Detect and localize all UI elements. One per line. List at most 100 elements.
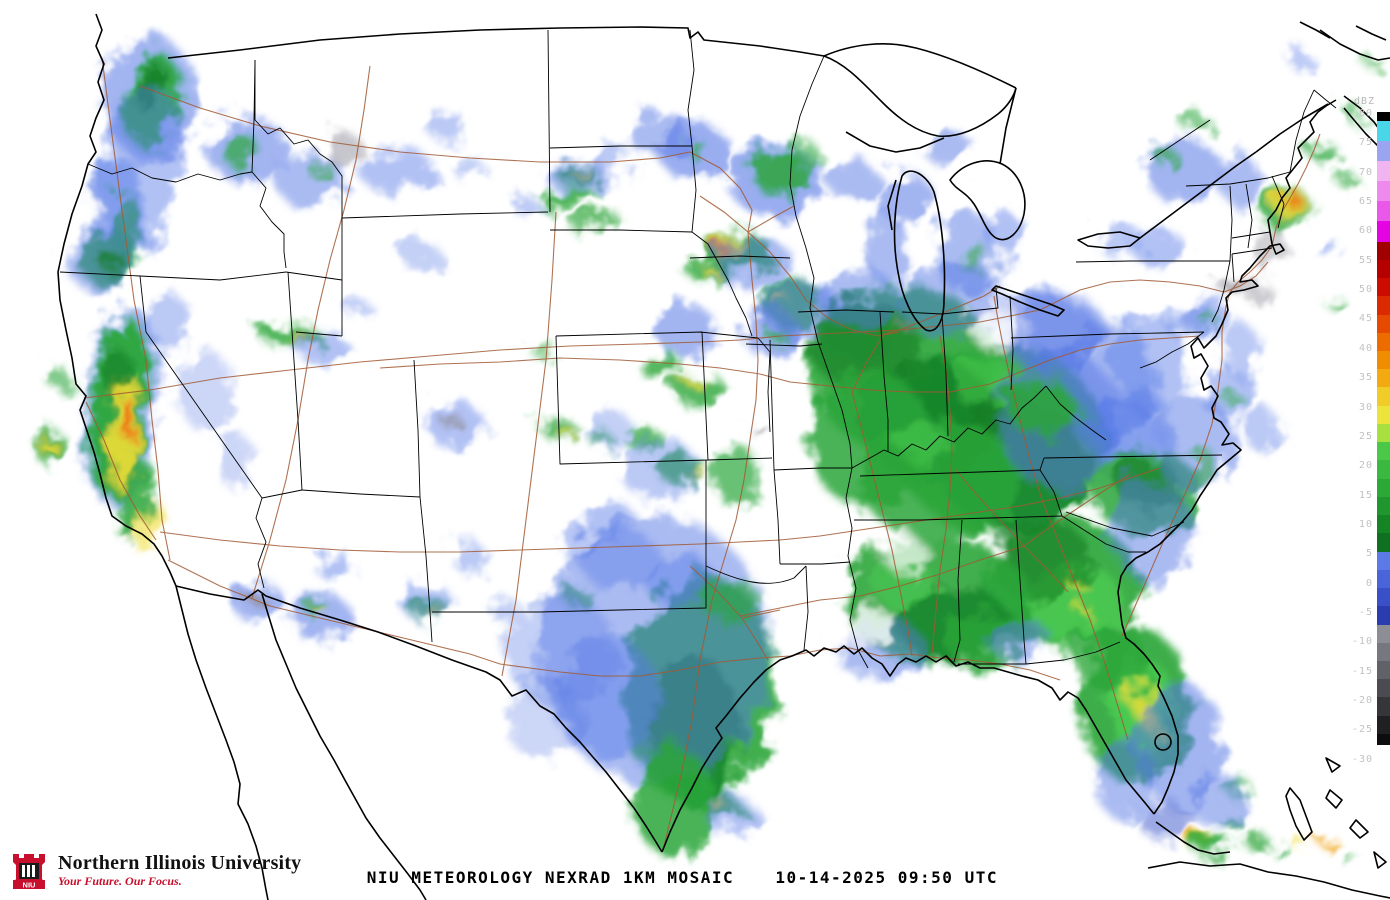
scale-segment bbox=[1377, 241, 1390, 260]
scale-tick-label: 65 bbox=[1358, 196, 1373, 208]
radar-echo bbox=[1190, 450, 1220, 490]
niu-acronym: NIU bbox=[23, 881, 36, 890]
radar-echo bbox=[1110, 480, 1190, 580]
radar-echo bbox=[820, 270, 900, 330]
radar-echo bbox=[104, 346, 128, 398]
scale-tick-label: 20 bbox=[1358, 460, 1373, 472]
radar-echo bbox=[1345, 107, 1365, 123]
scale-segment bbox=[1377, 278, 1390, 297]
radar-echo bbox=[630, 111, 690, 159]
state-border-layer bbox=[59, 29, 1337, 669]
scale-segment bbox=[1377, 496, 1390, 516]
scale-segment bbox=[1377, 551, 1390, 570]
radar-echo bbox=[685, 377, 699, 387]
radar-echo bbox=[1274, 847, 1290, 857]
radar-echo bbox=[712, 236, 792, 288]
radar-echo bbox=[442, 413, 462, 431]
scale-segment bbox=[1377, 569, 1390, 589]
radar-echo bbox=[400, 241, 440, 269]
scale-segment bbox=[1377, 715, 1390, 734]
radar-echo bbox=[505, 680, 585, 760]
scale-segment bbox=[1377, 201, 1390, 222]
radar-echo bbox=[645, 555, 715, 605]
scale-segment bbox=[1377, 733, 1390, 746]
scale-segment bbox=[1377, 515, 1390, 534]
scale-segment bbox=[1377, 745, 1390, 753]
radar-echo bbox=[538, 190, 598, 210]
scale-segment bbox=[1377, 259, 1390, 279]
scale-tick-label: 10 bbox=[1358, 518, 1373, 530]
radar-echo bbox=[177, 350, 233, 430]
radar-echo bbox=[1288, 52, 1312, 68]
radar-echo bbox=[505, 595, 615, 705]
scale-segment bbox=[1377, 160, 1390, 182]
radar-echo bbox=[544, 418, 576, 442]
scale-tick-label: 15 bbox=[1358, 489, 1373, 501]
scale-tick-label: 75 bbox=[1358, 137, 1373, 149]
radar-echo bbox=[1296, 841, 1308, 851]
radar-echo bbox=[720, 397, 770, 433]
scale-segment bbox=[1377, 660, 1390, 680]
coastline-layer bbox=[57, 13, 1390, 900]
scale-tick-label: 60 bbox=[1358, 225, 1373, 237]
radar-echo bbox=[1244, 408, 1280, 452]
radar-echo bbox=[1006, 382, 1078, 434]
caption-timestamp: 10-14-2025 09:50 UTC bbox=[775, 868, 998, 887]
scale-segment bbox=[1377, 442, 1390, 461]
radar-echo bbox=[784, 138, 816, 162]
scale-segment bbox=[1377, 296, 1390, 315]
scale-tick-label: -25 bbox=[1351, 724, 1373, 736]
radar-echo bbox=[990, 618, 1050, 662]
radar-echo bbox=[1070, 630, 1150, 690]
radar-echo bbox=[294, 329, 346, 361]
radar-echo bbox=[1324, 294, 1340, 306]
radar-echo bbox=[1243, 832, 1267, 848]
radar-echo bbox=[322, 132, 362, 164]
radar-echo bbox=[713, 443, 757, 507]
radar-echo bbox=[897, 319, 913, 331]
scale-tick-label: 25 bbox=[1358, 430, 1373, 442]
scale-tick-label: 80 bbox=[1358, 108, 1373, 119]
scale-segment bbox=[1377, 405, 1390, 424]
niu-castle-icon: NIU bbox=[13, 854, 45, 890]
radar-echo bbox=[1134, 230, 1186, 270]
scale-segment bbox=[1377, 423, 1390, 443]
radar-echo bbox=[1095, 740, 1155, 820]
scale-segment bbox=[1377, 387, 1390, 406]
radar-echo bbox=[950, 355, 1010, 405]
scale-tick-label: -5 bbox=[1358, 606, 1373, 618]
scale-segment bbox=[1377, 460, 1390, 479]
scale-segment bbox=[1377, 624, 1390, 643]
scale-segment bbox=[1377, 332, 1390, 351]
radar-echo bbox=[842, 610, 898, 646]
radar-echo bbox=[750, 150, 806, 194]
scale-segment bbox=[1377, 588, 1390, 607]
radar-echo bbox=[632, 745, 712, 855]
radar-echo bbox=[877, 172, 933, 224]
scale-tick-label: 55 bbox=[1358, 254, 1373, 266]
radar-echo bbox=[66, 224, 134, 292]
radar-echo bbox=[226, 132, 258, 172]
radar-echo bbox=[620, 440, 700, 500]
scale-segment bbox=[1377, 679, 1390, 698]
radar-echo bbox=[308, 160, 332, 180]
radar-echo bbox=[511, 197, 539, 213]
niu-logo[interactable]: NIU Northern Illinois University Your Fu… bbox=[8, 849, 301, 893]
radar-echo bbox=[97, 86, 183, 254]
radar-echo bbox=[45, 368, 75, 392]
radar-echo bbox=[135, 503, 165, 553]
radar-echo bbox=[924, 130, 972, 166]
scale-segment bbox=[1377, 350, 1390, 370]
radar-echo bbox=[402, 586, 454, 622]
scale-segment bbox=[1377, 697, 1390, 716]
scale-segment bbox=[1377, 533, 1390, 552]
radar-echo-layer bbox=[36, 36, 1380, 866]
radar-echo bbox=[1224, 388, 1240, 408]
radar-echo bbox=[752, 424, 768, 436]
scale-segment bbox=[1377, 120, 1390, 141]
radar-echo bbox=[428, 114, 468, 142]
scale-segment bbox=[1377, 140, 1390, 161]
scale-tick-label: 70 bbox=[1358, 166, 1373, 178]
scale-segment bbox=[1377, 181, 1390, 202]
